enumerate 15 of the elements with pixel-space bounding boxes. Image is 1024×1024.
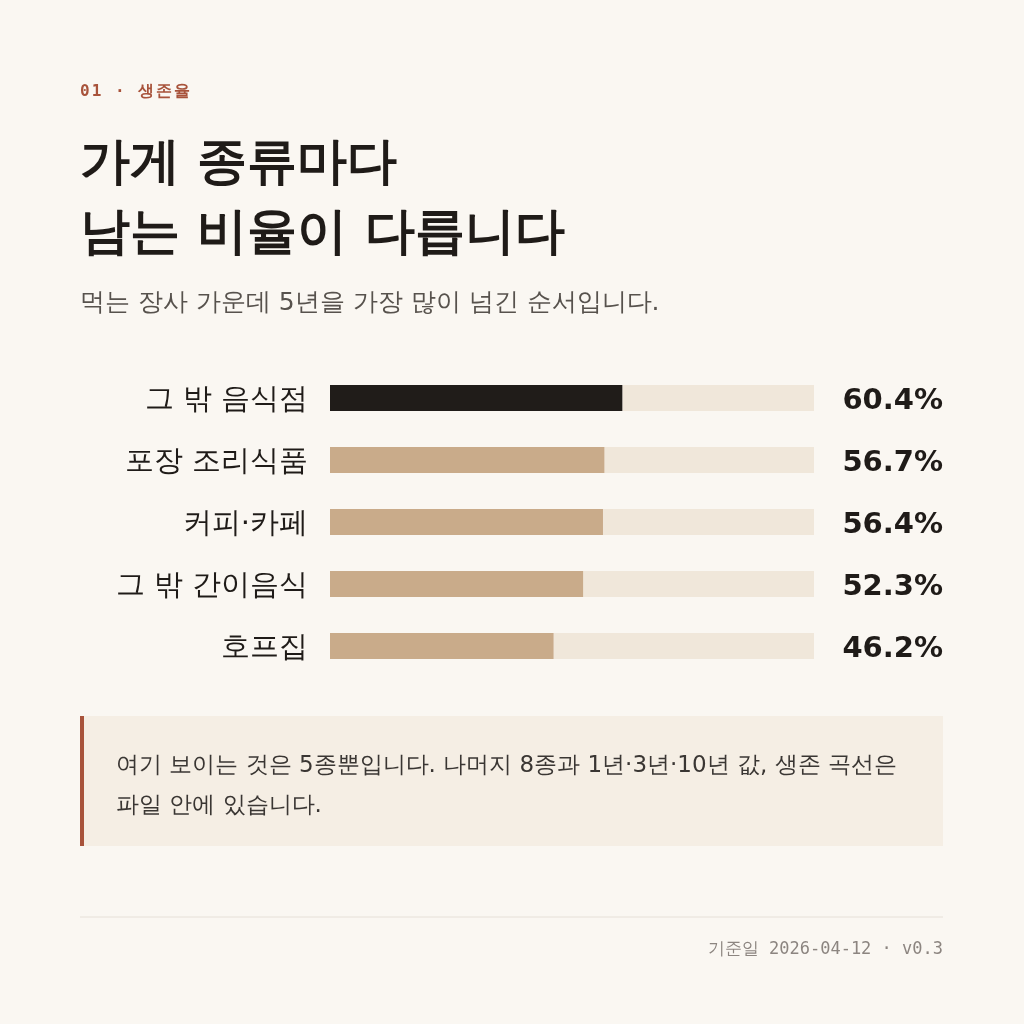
text: 01 · 생존율 — [80, 81, 193, 100]
chart-subtitle: 먹는 장사 가운데 5년을 가장 많이 넘긴 순서입니다. — [80, 287, 660, 316]
y-tick-label: 커피·카페 — [182, 505, 308, 539]
chart-title: 가게 종류마다 남는 비율이 다릅니다 — [80, 132, 565, 260]
y-tick-label: 그 밖 간이음식 — [115, 567, 308, 601]
y-tick-label: 호프집 — [221, 629, 308, 663]
y-tick-label: 그 밖 음식점 — [144, 381, 308, 415]
y-tick-label: 포장 조리식품 — [124, 443, 308, 477]
text: 기준일 2026-04-12 · v0.3 — [707, 938, 943, 958]
data-label: 56.4% — [842, 506, 943, 540]
data-label: 46.2% — [842, 630, 943, 664]
note: 여기 보이는 것은 5종뿐입니다. 나머지 8종과 1년·3년·10년 값, 생존 곡선은 파일 안에 있습니다. — [80, 716, 943, 846]
data-label: 52.3% — [842, 568, 943, 602]
data-label: 56.7% — [842, 444, 943, 478]
data-label: 60.4% — [842, 382, 943, 416]
